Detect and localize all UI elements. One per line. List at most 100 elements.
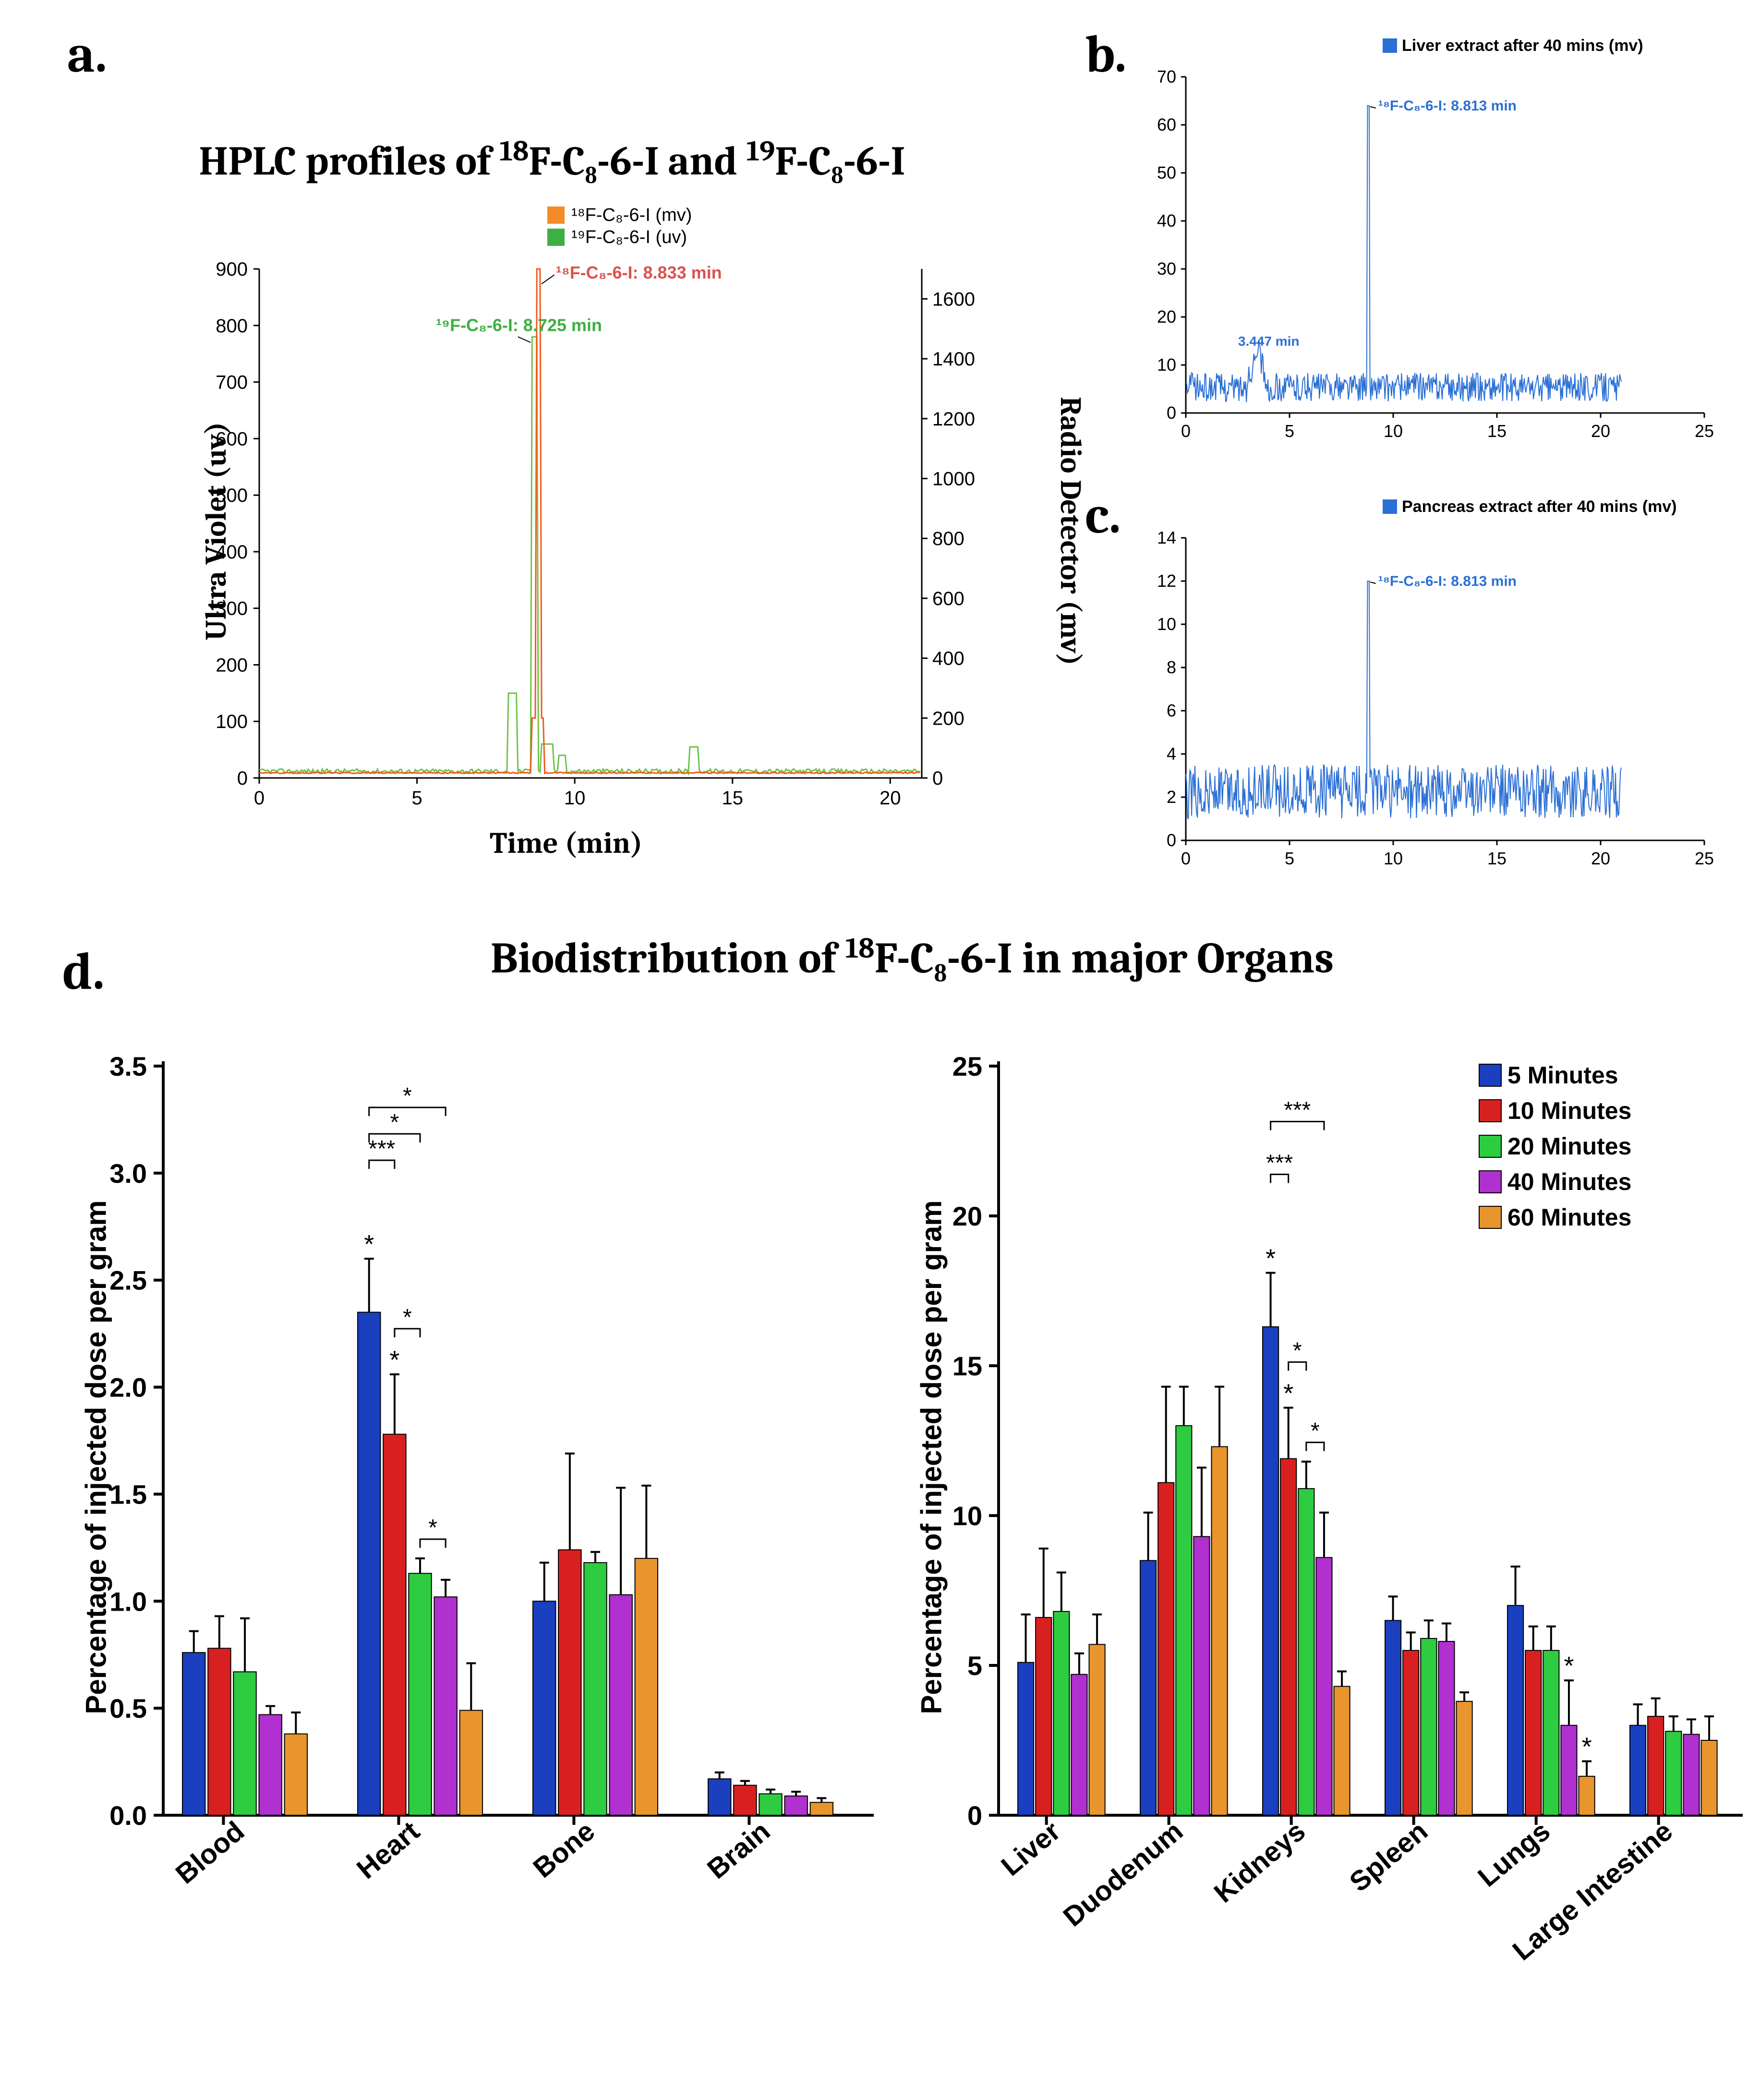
sup: 18 <box>845 932 875 965</box>
legend-label: 60 Minutes <box>1507 1203 1631 1231</box>
liver-extract-chart: 0510152025010203040506070Liver extract a… <box>1133 34 1748 456</box>
legend-swatch <box>1479 1135 1502 1158</box>
svg-text:30: 30 <box>1157 259 1176 279</box>
svg-text:10: 10 <box>952 1501 982 1531</box>
svg-text:1000: 1000 <box>932 468 975 489</box>
svg-text:20: 20 <box>952 1201 982 1231</box>
svg-text:*: * <box>403 1305 412 1330</box>
svg-text:0: 0 <box>1181 849 1191 868</box>
svg-text:3.5: 3.5 <box>109 1051 147 1081</box>
svg-text:50: 50 <box>1157 163 1176 182</box>
svg-text:*: * <box>428 1515 437 1541</box>
legend-label: 10 Minutes <box>1507 1097 1631 1125</box>
biodist-chart1: 0.00.51.01.52.02.53.03.5BloodHeartBoneBr… <box>58 1023 883 2094</box>
svg-text:5: 5 <box>1285 421 1294 441</box>
sup: 19 <box>747 134 775 168</box>
svg-text:200: 200 <box>932 708 964 729</box>
svg-text:800: 800 <box>932 528 964 549</box>
svg-text:2: 2 <box>1167 787 1176 807</box>
svg-text:1400: 1400 <box>932 349 975 370</box>
svg-text:***: *** <box>1284 1098 1311 1123</box>
svg-text:1600: 1600 <box>932 289 975 310</box>
svg-text:600: 600 <box>932 588 964 609</box>
svg-text:15: 15 <box>1487 421 1507 441</box>
svg-text:14: 14 <box>1157 528 1176 547</box>
svg-text:Spleen: Spleen <box>1344 1815 1434 1898</box>
svg-text:0.0: 0.0 <box>109 1800 147 1831</box>
svg-text:1200: 1200 <box>932 409 975 430</box>
svg-text:3.447 min: 3.447 min <box>1238 334 1300 349</box>
text: F-C₈-6-I and <box>529 138 746 185</box>
sup: 18 <box>499 134 529 168</box>
svg-text:20: 20 <box>1591 849 1610 868</box>
svg-text:40: 40 <box>1157 211 1176 231</box>
legend-label: 20 Minutes <box>1507 1132 1631 1160</box>
biodist-legend: 5 Minutes 10 Minutes 20 Minutes 40 Minutes 6… <box>1479 1061 1631 1239</box>
svg-text:*: * <box>1311 1419 1320 1444</box>
svg-text:20: 20 <box>880 788 901 809</box>
svg-text:25: 25 <box>1695 849 1714 868</box>
svg-text:*: * <box>1266 1244 1276 1273</box>
svg-text:*: * <box>403 1083 412 1109</box>
svg-text:Heart: Heart <box>351 1815 425 1885</box>
text: F-C₈-6-I in major Organs <box>875 934 1334 983</box>
svg-text:5: 5 <box>411 788 422 809</box>
svg-text:*: * <box>1283 1379 1293 1408</box>
svg-text:¹⁹F-C₈-6-I (uv): ¹⁹F-C₈-6-I (uv) <box>571 227 687 247</box>
svg-text:***: *** <box>368 1136 395 1162</box>
svg-text:0: 0 <box>967 1800 982 1831</box>
panel-a-label: a. <box>67 24 107 85</box>
legend-item: 60 Minutes <box>1479 1203 1631 1231</box>
svg-text:***: *** <box>1266 1151 1293 1176</box>
svg-text:*: * <box>1582 1733 1592 1761</box>
text: HPLC profiles of <box>199 138 499 185</box>
svg-text:900: 900 <box>216 259 248 280</box>
legend-item: 20 Minutes <box>1479 1132 1631 1160</box>
svg-text:20: 20 <box>1591 421 1610 441</box>
svg-text:400: 400 <box>932 648 964 669</box>
svg-text:6: 6 <box>1167 701 1176 720</box>
legend-item: 40 Minutes <box>1479 1168 1631 1196</box>
panel-d-label: d. <box>62 941 105 1002</box>
svg-text:4: 4 <box>1167 744 1176 764</box>
svg-text:1.5: 1.5 <box>109 1479 147 1509</box>
svg-text:15: 15 <box>722 788 743 809</box>
panel-d-chart1: 0.00.51.01.52.02.53.03.5BloodHeartBoneBr… <box>58 1023 883 2094</box>
svg-text:*: * <box>389 1346 399 1374</box>
svg-text:70: 70 <box>1157 67 1176 86</box>
panel-c-label: c. <box>1085 485 1121 546</box>
svg-text:800: 800 <box>216 316 248 337</box>
svg-text:5: 5 <box>967 1651 982 1681</box>
legend-swatch <box>1479 1206 1502 1229</box>
svg-text:¹⁹F-C₈-6-I: 8.725 min: ¹⁹F-C₈-6-I: 8.725 min <box>436 316 602 335</box>
svg-text:60: 60 <box>1157 115 1176 134</box>
svg-text:Brain: Brain <box>701 1815 776 1885</box>
svg-text:0: 0 <box>254 788 265 809</box>
svg-text:¹⁸F-C₈-6-I (mv): ¹⁸F-C₈-6-I (mv) <box>571 205 692 225</box>
panel-a-title: HPLC profiles of 18F-C₈-6-I and 19F-C₈-6… <box>96 134 1008 185</box>
svg-text:¹⁸F-C₈-6-I: 8.833 min: ¹⁸F-C₈-6-I: 8.833 min <box>556 263 722 282</box>
text: F-C₈-6-I <box>775 138 905 185</box>
panel-b-chart: 0510152025010203040506070Liver extract a… <box>1133 34 1748 456</box>
svg-text:Duodenum: Duodenum <box>1057 1815 1189 1932</box>
svg-text:Liver: Liver <box>995 1815 1066 1882</box>
hplc-overlay-chart: 0510152001002003004005006007008009000200… <box>154 202 1008 860</box>
svg-text:1.0: 1.0 <box>109 1586 147 1616</box>
svg-text:2.0: 2.0 <box>109 1372 147 1403</box>
svg-text:8: 8 <box>1167 657 1176 677</box>
svg-text:0.5: 0.5 <box>109 1693 147 1724</box>
panel-c-chart: 051015202502468101214Pancreas extract af… <box>1133 495 1748 884</box>
svg-text:2.5: 2.5 <box>109 1265 147 1296</box>
legend-label: 40 Minutes <box>1507 1168 1631 1196</box>
svg-text:0: 0 <box>1167 403 1176 423</box>
svg-text:*: * <box>364 1230 374 1259</box>
svg-text:Blood: Blood <box>170 1815 251 1890</box>
legend-item: 5 Minutes <box>1479 1061 1631 1089</box>
svg-text:700: 700 <box>216 372 248 393</box>
svg-text:*: * <box>1293 1338 1302 1363</box>
svg-text:¹⁸F-C₈-6-I: 8.813 min: ¹⁸F-C₈-6-I: 8.813 min <box>1378 98 1517 114</box>
legend-swatch <box>1479 1099 1502 1122</box>
svg-text:25: 25 <box>1695 421 1714 441</box>
panel-d2-y-label: Percentage of injected dose per gram <box>915 1169 948 1746</box>
panel-a-y-left-label: Ultra Violet (uv) <box>199 411 233 651</box>
